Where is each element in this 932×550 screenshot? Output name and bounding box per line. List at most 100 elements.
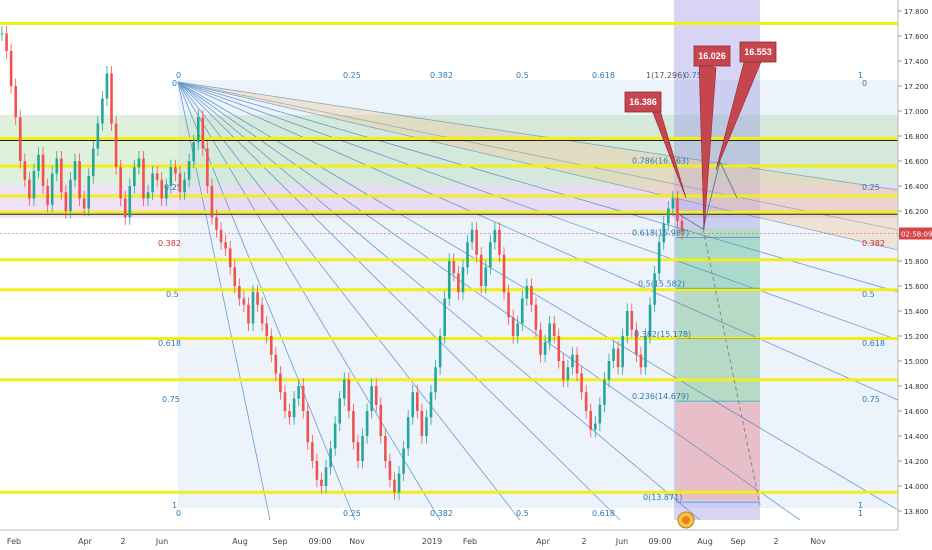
candle-body	[60, 158, 63, 193]
price-tick-label: 17.600	[904, 33, 929, 41]
candle-body	[461, 267, 465, 293]
price-tick-label: 16.400	[904, 183, 929, 191]
candle-body	[324, 467, 328, 486]
target-callout-box	[693, 45, 731, 67]
candle-body	[105, 73, 109, 99]
fib-right-label: 0.618	[862, 339, 885, 348]
time-axis-bg	[0, 530, 898, 550]
candle-body	[196, 117, 200, 143]
candle-body	[525, 286, 529, 299]
candle-body	[55, 158, 59, 174]
candle-body	[507, 292, 510, 318]
candle-body	[192, 142, 195, 161]
price-tick-label: 15.400	[904, 308, 929, 316]
candle-body	[621, 336, 624, 368]
candle-body	[511, 317, 515, 336]
projection-teal-zone	[676, 236, 760, 292]
time-axis-ticks: Feb Apr 2 Jun Aug Sep 09:00 Nov 2019 Feb Apr 2 Jun 09…	[7, 537, 826, 546]
fib-retracement-label: 0(13.871)	[643, 493, 682, 502]
candle-body	[32, 171, 36, 199]
time-tick-label: Aug	[232, 537, 248, 546]
candle-body	[342, 379, 346, 399]
fib-left-label: 0.75	[162, 395, 180, 404]
candle-body	[388, 461, 392, 480]
candle-body	[411, 392, 415, 418]
candle-body	[593, 423, 597, 430]
candle-body	[416, 392, 419, 411]
candle-body	[420, 411, 424, 436]
candle-body	[484, 267, 488, 286]
fib-bottom-label: 1	[858, 509, 863, 518]
candle-body	[18, 117, 22, 161]
candle-body	[301, 386, 305, 411]
candle-body	[224, 242, 227, 249]
candle-body	[169, 167, 173, 186]
candle-body	[142, 158, 145, 199]
current-price-label: 02:58:09	[901, 231, 932, 239]
candle-body	[548, 323, 551, 343]
candle-body	[571, 354, 574, 368]
fib-retracement-label: 0.236(14.679)	[632, 392, 689, 401]
candle-body	[676, 198, 679, 221]
time-tick-label: 09:00	[308, 537, 331, 546]
price-candles	[0, 26, 684, 500]
candle-body	[69, 179, 72, 211]
price-tick-label: 17.000	[904, 108, 929, 116]
time-tick-label: Sep	[730, 537, 745, 546]
candle-body	[557, 336, 561, 361]
time-tick-label: 2	[120, 537, 125, 546]
candle-body	[14, 86, 17, 118]
candle-body	[589, 411, 593, 430]
time-tick-label: Sep	[272, 537, 287, 546]
time-tick-label: Apr	[536, 537, 551, 546]
candle-body	[566, 367, 570, 380]
candle-body	[356, 442, 360, 461]
candle-body	[265, 323, 268, 336]
candle-body	[91, 148, 95, 176]
candle-body	[397, 473, 401, 493]
fib-left-label: 0.25	[164, 183, 182, 192]
price-tick-label: 16.200	[904, 208, 929, 216]
price-tick-label: 16.800	[904, 133, 929, 141]
candle-body	[662, 223, 666, 243]
price-tick-label: 15.200	[904, 333, 929, 341]
time-tick-label: Apr	[78, 537, 93, 546]
fib-grid-labels: 0 0.25 0.382 0.5 0.618 1(17.296) 0.75 1 …	[158, 71, 885, 518]
candle-body	[639, 354, 643, 368]
price-tick-label: 13.800	[904, 508, 929, 516]
target-callouts: 16.386 16.026 16.553	[624, 41, 777, 113]
candle-body	[516, 323, 520, 336]
candle-body	[210, 186, 214, 218]
fib-bottom-label: 0.5	[516, 509, 529, 518]
candle-body	[607, 361, 611, 380]
fib-top-label: 0	[176, 71, 181, 80]
time-tick-label: Feb	[7, 537, 21, 546]
fib-top-label: 0.618	[592, 71, 615, 80]
candle-body	[489, 242, 492, 268]
candle-body	[361, 436, 364, 461]
candle-body	[260, 304, 264, 324]
price-tick-label: 17.800	[904, 8, 929, 16]
candle-body	[279, 373, 282, 393]
candle-body	[425, 417, 428, 436]
fib-retracement-label: 0.618(15.987)	[632, 229, 689, 238]
fib-right-label: 0.75	[862, 395, 880, 404]
target-callout-label: 16.553	[744, 47, 772, 57]
target-callout-label: 16.026	[698, 51, 726, 61]
candle-body	[671, 198, 675, 209]
candle-body	[123, 198, 127, 218]
current-price-tag: 02:58:09	[899, 227, 932, 240]
candle-body	[288, 411, 291, 418]
projection-path	[679, 160, 761, 506]
fib-retracement-label: 0.382(15.178)	[634, 330, 691, 339]
candle-body	[374, 386, 378, 405]
candle-body	[379, 404, 383, 436]
candle-body	[233, 267, 237, 286]
time-tick-label: Nov	[349, 537, 365, 546]
candle-body	[292, 398, 296, 418]
candle-body	[406, 417, 410, 449]
candle-body	[183, 179, 186, 193]
candle-body	[41, 154, 45, 186]
candle-body	[630, 311, 634, 330]
candle-body	[680, 221, 684, 233]
